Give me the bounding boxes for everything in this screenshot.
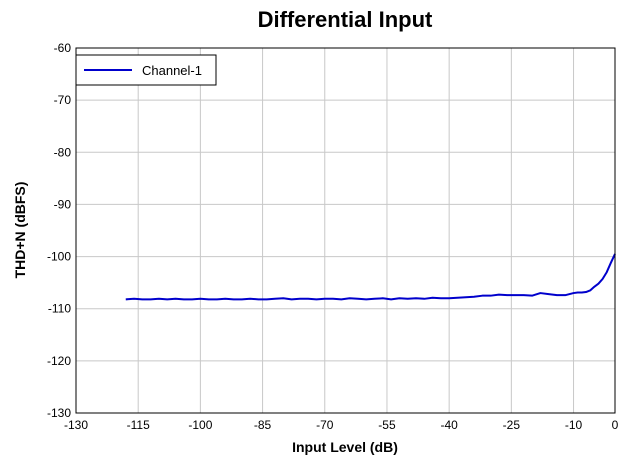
legend-label-channel-1: Channel-1 [142, 63, 202, 78]
y-tick-label: -100 [47, 250, 71, 264]
legend: Channel-1 [75, 54, 217, 86]
y-tick-label: -130 [47, 406, 71, 420]
x-tick-label: -55 [378, 418, 396, 432]
y-tick-label: -120 [47, 354, 71, 368]
y-tick-label: -60 [54, 41, 72, 55]
x-tick-label: -115 [127, 418, 150, 432]
y-axis-label: THD+N (dBFS) [12, 182, 28, 279]
y-tick-label: -90 [54, 197, 72, 211]
series-line-channel-1 [125, 253, 616, 301]
x-tick-label: -25 [503, 418, 521, 432]
y-tick-label: -110 [48, 302, 71, 316]
y-tick-label: -80 [54, 145, 72, 159]
y-tick-labels: -60 -70 -80 -90 -100 -110 -120 -130 [47, 41, 71, 420]
series-layer [125, 253, 616, 301]
x-tick-label: -10 [565, 418, 583, 432]
plot-frame [75, 47, 616, 414]
x-tick-label: -40 [440, 418, 458, 432]
x-tick-label: -85 [254, 418, 272, 432]
x-tick-label: -130 [64, 418, 88, 432]
y-tick-label: -70 [54, 93, 72, 107]
x-tick-label: -70 [316, 418, 334, 432]
x-tick-labels: -130 -115 -100 -85 -70 -55 -40 -25 -10 0 [64, 418, 619, 432]
x-axis-label: Input Level (dB) [292, 439, 398, 455]
legend-box [75, 54, 217, 86]
x-tick-label: 0 [612, 418, 619, 432]
grid-layer [75, 47, 616, 414]
chart-title: Differential Input [258, 7, 433, 32]
x-tick-label: -100 [188, 418, 212, 432]
